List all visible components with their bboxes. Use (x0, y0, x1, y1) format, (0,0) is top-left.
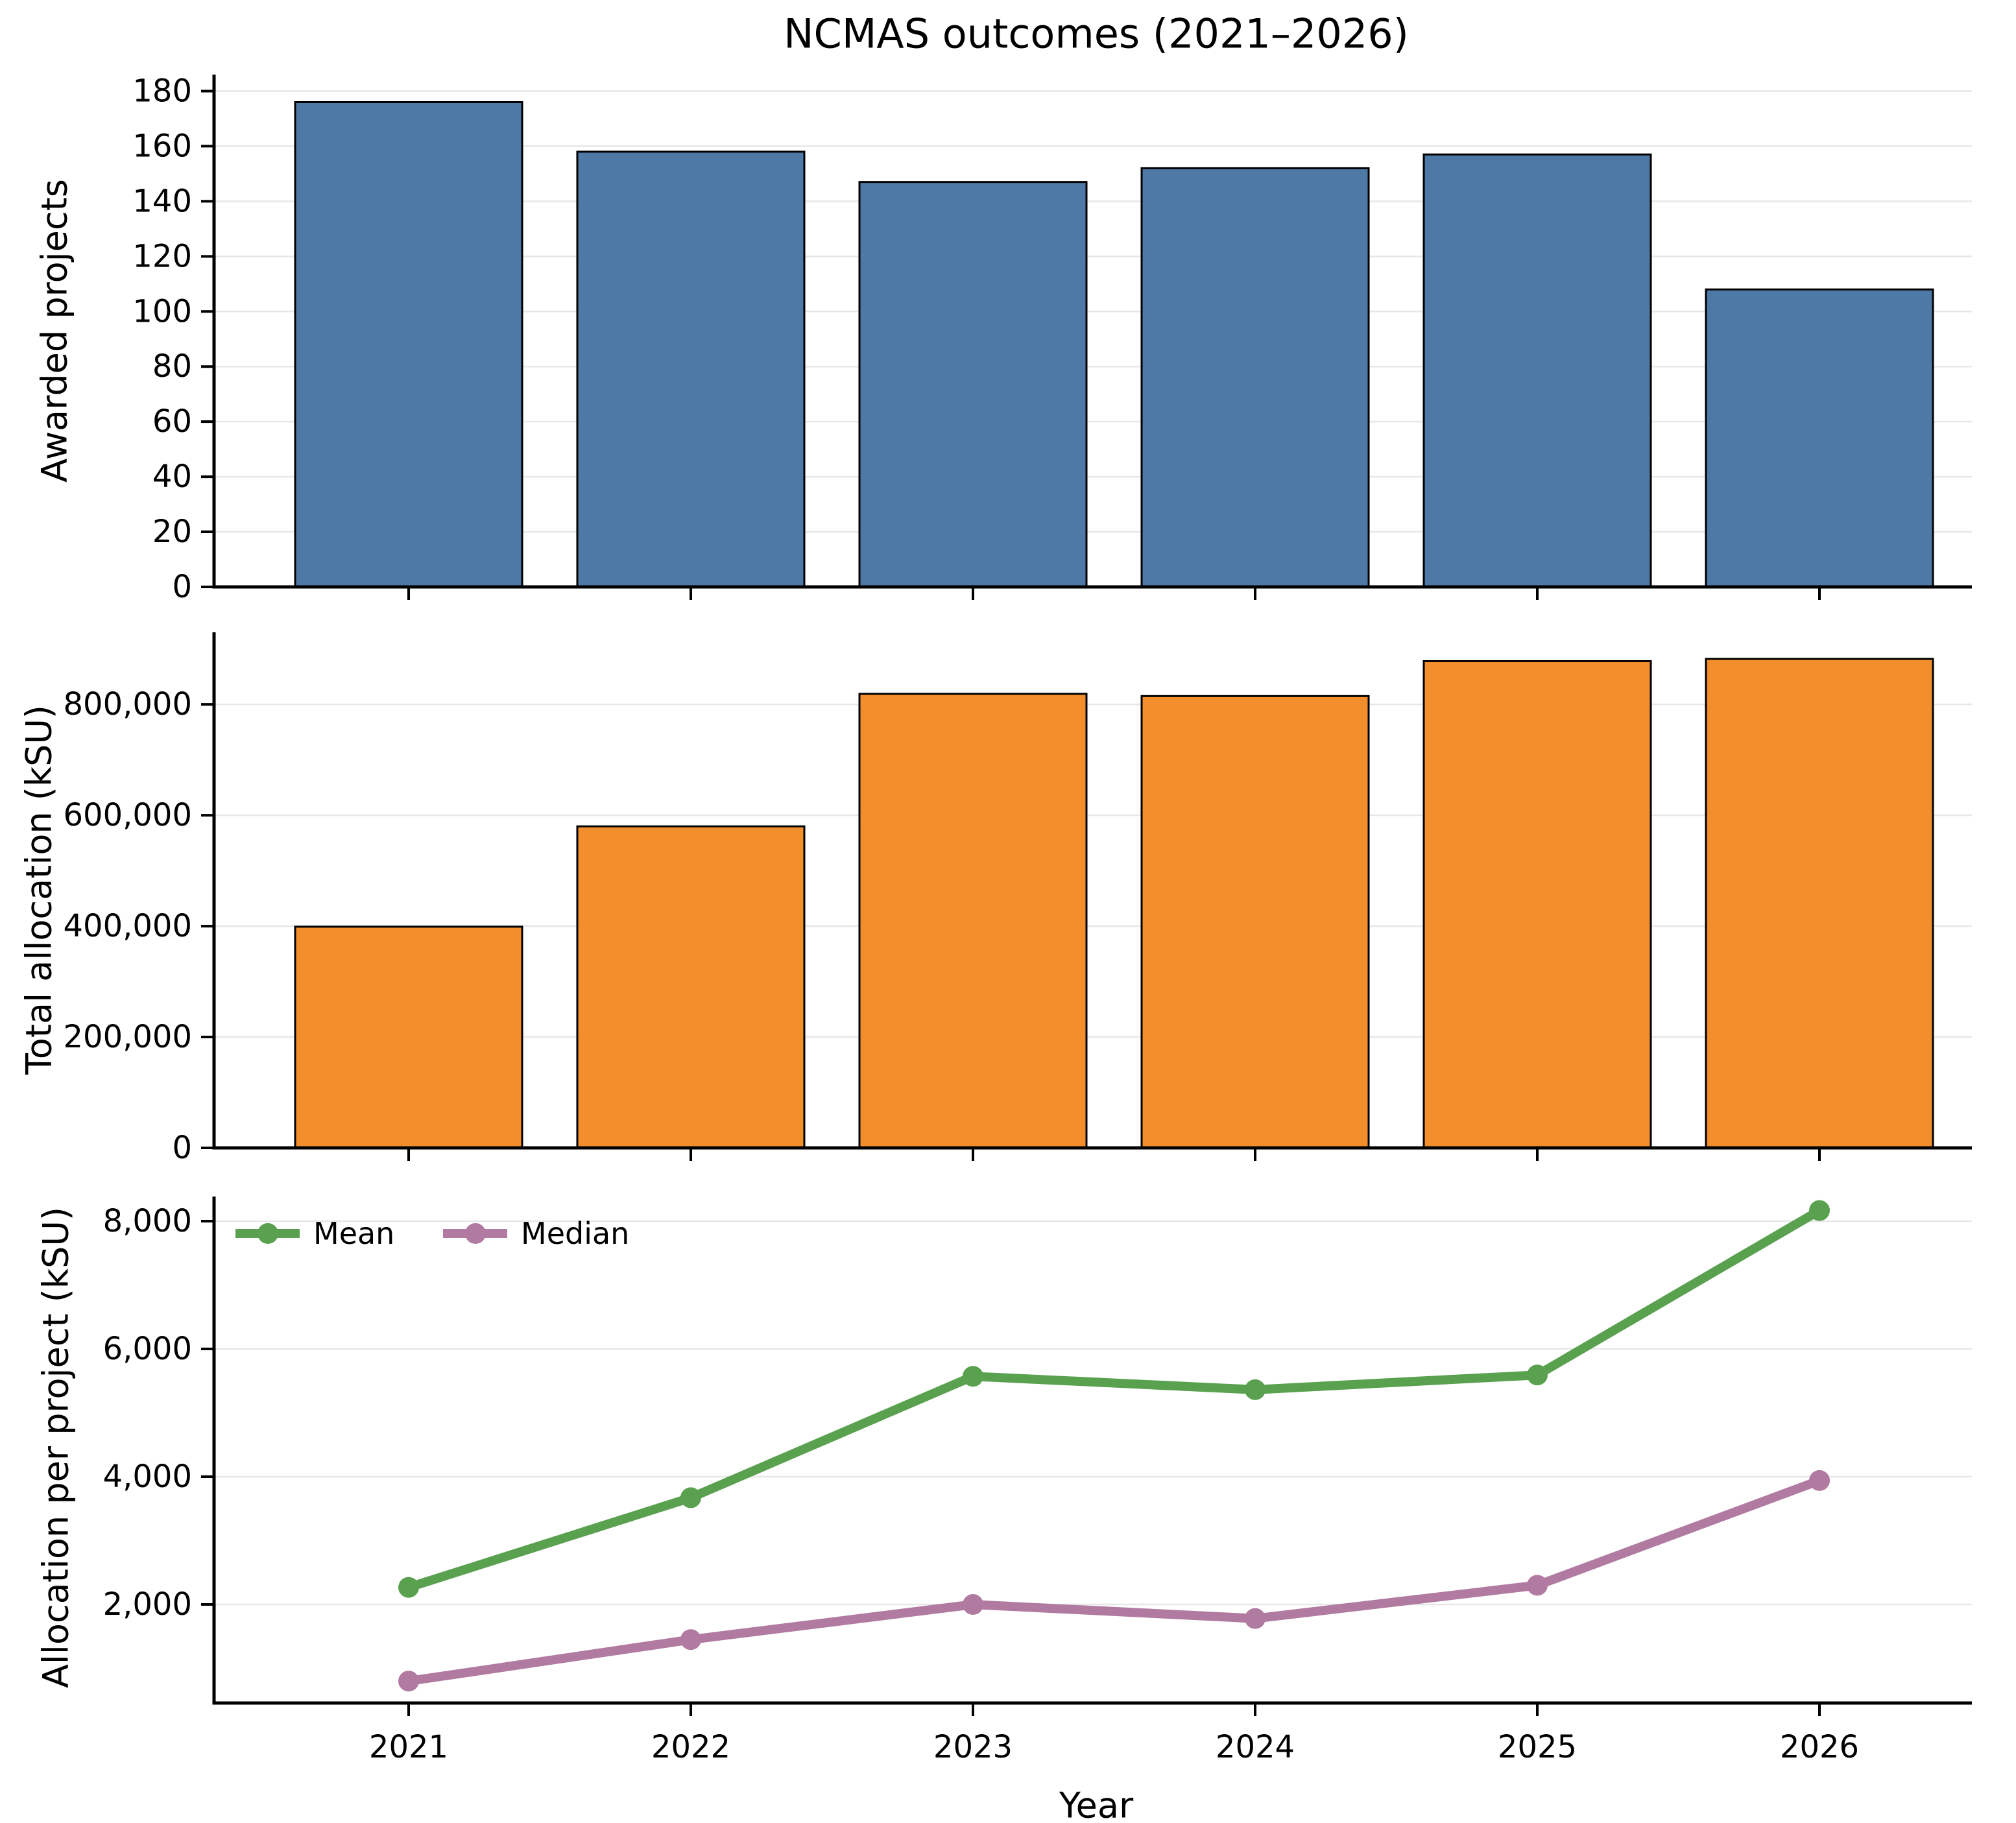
y-tick-label: 400,000 (64, 908, 193, 944)
y-tick-label: 140 (132, 183, 192, 219)
marker-median-2025 (1527, 1575, 1548, 1596)
y-tick-label: 8,000 (103, 1203, 192, 1239)
marker-mean-2021 (398, 1577, 419, 1598)
x-tick-label-2026: 2026 (1780, 1729, 1859, 1765)
y-tick-label: 40 (152, 459, 192, 495)
y-tick-label: 4,000 (103, 1459, 192, 1495)
y-tick-label: 120 (132, 238, 192, 274)
mean-legend-marker-icon (258, 1223, 278, 1244)
y-tick-label: 20 (152, 514, 192, 550)
y-tick-label: 2,000 (103, 1586, 192, 1623)
y-tick-label: 60 (152, 403, 192, 440)
marker-mean-2025 (1527, 1364, 1548, 1386)
y-axis-label-awarded-projects: Awarded projects (34, 179, 75, 483)
figure-title: NCMAS outcomes (2021–2026) (784, 10, 1409, 58)
bar-2025 (1422, 660, 1652, 1149)
x-tick-label-2024: 2024 (1216, 1729, 1295, 1765)
marker-median-2021 (398, 1671, 419, 1692)
marker-mean-2026 (1809, 1200, 1830, 1221)
marker-mean-2024 (1245, 1379, 1266, 1400)
y-tick-label: 600,000 (64, 797, 193, 833)
marker-mean-2022 (680, 1487, 701, 1508)
y-tick-label: 100 (132, 293, 192, 329)
bar-2023 (858, 181, 1088, 588)
marker-median-2023 (963, 1594, 983, 1615)
y-tick-label: 0 (172, 1130, 192, 1166)
marker-median-2026 (1809, 1470, 1830, 1491)
y-tick-label: 800,000 (64, 686, 193, 722)
bar-2023 (858, 693, 1088, 1149)
marker-median-2024 (1245, 1608, 1266, 1629)
legend-label-mean: Mean (313, 1216, 395, 1251)
x-axis-label: Year (1059, 1785, 1134, 1823)
bar-2024 (1140, 695, 1370, 1149)
legend-label-median: Median (521, 1216, 630, 1251)
y-axis-label-total-allocation: Total allocation (kSU) (18, 704, 60, 1075)
x-tick-label-2025: 2025 (1498, 1729, 1577, 1765)
median-legend-marker-icon (465, 1223, 486, 1244)
y-tick-label: 6,000 (103, 1331, 192, 1367)
y-tick-label: 80 (152, 348, 192, 385)
y-tick-label: 200,000 (64, 1019, 193, 1055)
x-tick-label-2022: 2022 (651, 1729, 730, 1765)
series-line-median (407, 1476, 1821, 1686)
y-axis-label-allocation-per-project: Allocation per project (kSU) (35, 1206, 77, 1689)
marker-median-2022 (680, 1629, 701, 1650)
bar-2021 (294, 925, 523, 1149)
y-tick-label: 0 (172, 569, 192, 605)
marker-mean-2023 (963, 1366, 983, 1387)
y-tick-label: 160 (132, 128, 192, 164)
bar-2025 (1422, 153, 1652, 588)
bar-2024 (1140, 167, 1370, 588)
x-tick-label-2021: 2021 (369, 1729, 448, 1765)
bar-2026 (1705, 288, 1934, 588)
bar-2021 (294, 101, 523, 588)
series-line-mean (407, 1206, 1822, 1592)
bar-2026 (1705, 658, 1934, 1149)
y-tick-label: 180 (132, 73, 192, 109)
bar-2022 (576, 150, 806, 588)
x-tick-label-2023: 2023 (933, 1729, 1013, 1765)
bar-2022 (576, 825, 806, 1149)
